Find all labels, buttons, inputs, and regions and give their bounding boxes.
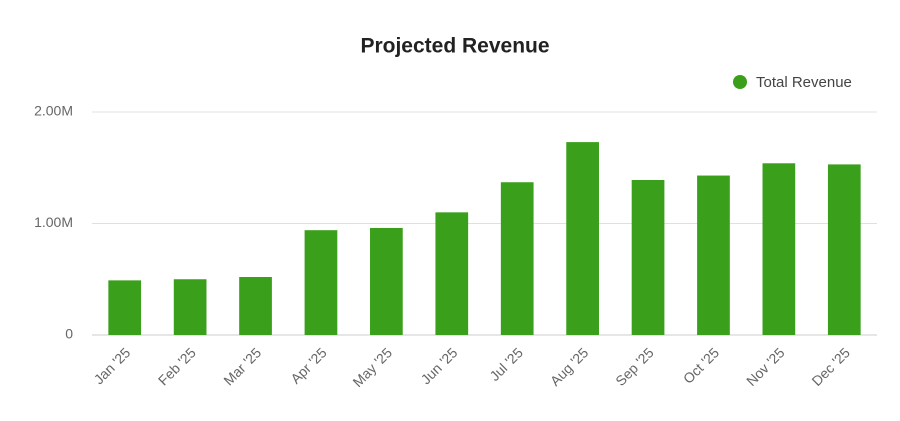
bar [631,180,665,335]
x-tick-label: Oct '25 [680,344,723,387]
x-tick-label: Nov '25 [743,344,788,389]
bar [435,212,469,335]
bar [304,230,338,335]
bar [108,280,142,335]
x-tick-label: Jun '25 [418,344,461,387]
x-tick-label: Apr '25 [287,344,330,387]
bar [370,227,403,335]
x-tick-label: Jan '25 [91,344,134,387]
bar [566,142,599,335]
bar [697,175,730,335]
x-tick-label: Jul '25 [486,344,526,384]
legend-label: Total Revenue [756,74,852,91]
x-tick-label: May '25 [349,344,395,390]
legend-marker [733,75,747,89]
bar [239,277,272,335]
bar [500,182,534,335]
y-tick-label: 1.00M [34,214,73,230]
bar [173,279,207,335]
x-tick-label: Dec '25 [808,344,853,389]
x-tick-label: Feb '25 [155,344,199,388]
y-tick-label: 0 [65,326,73,342]
y-tick-label: 2.00M [34,103,73,119]
chart-title: Projected Revenue [360,35,549,58]
bar [827,164,861,335]
bar [762,163,796,335]
x-tick-label: Aug '25 [547,344,592,389]
x-tick-label: Mar '25 [220,344,264,388]
x-tick-label: Sep '25 [612,344,657,389]
